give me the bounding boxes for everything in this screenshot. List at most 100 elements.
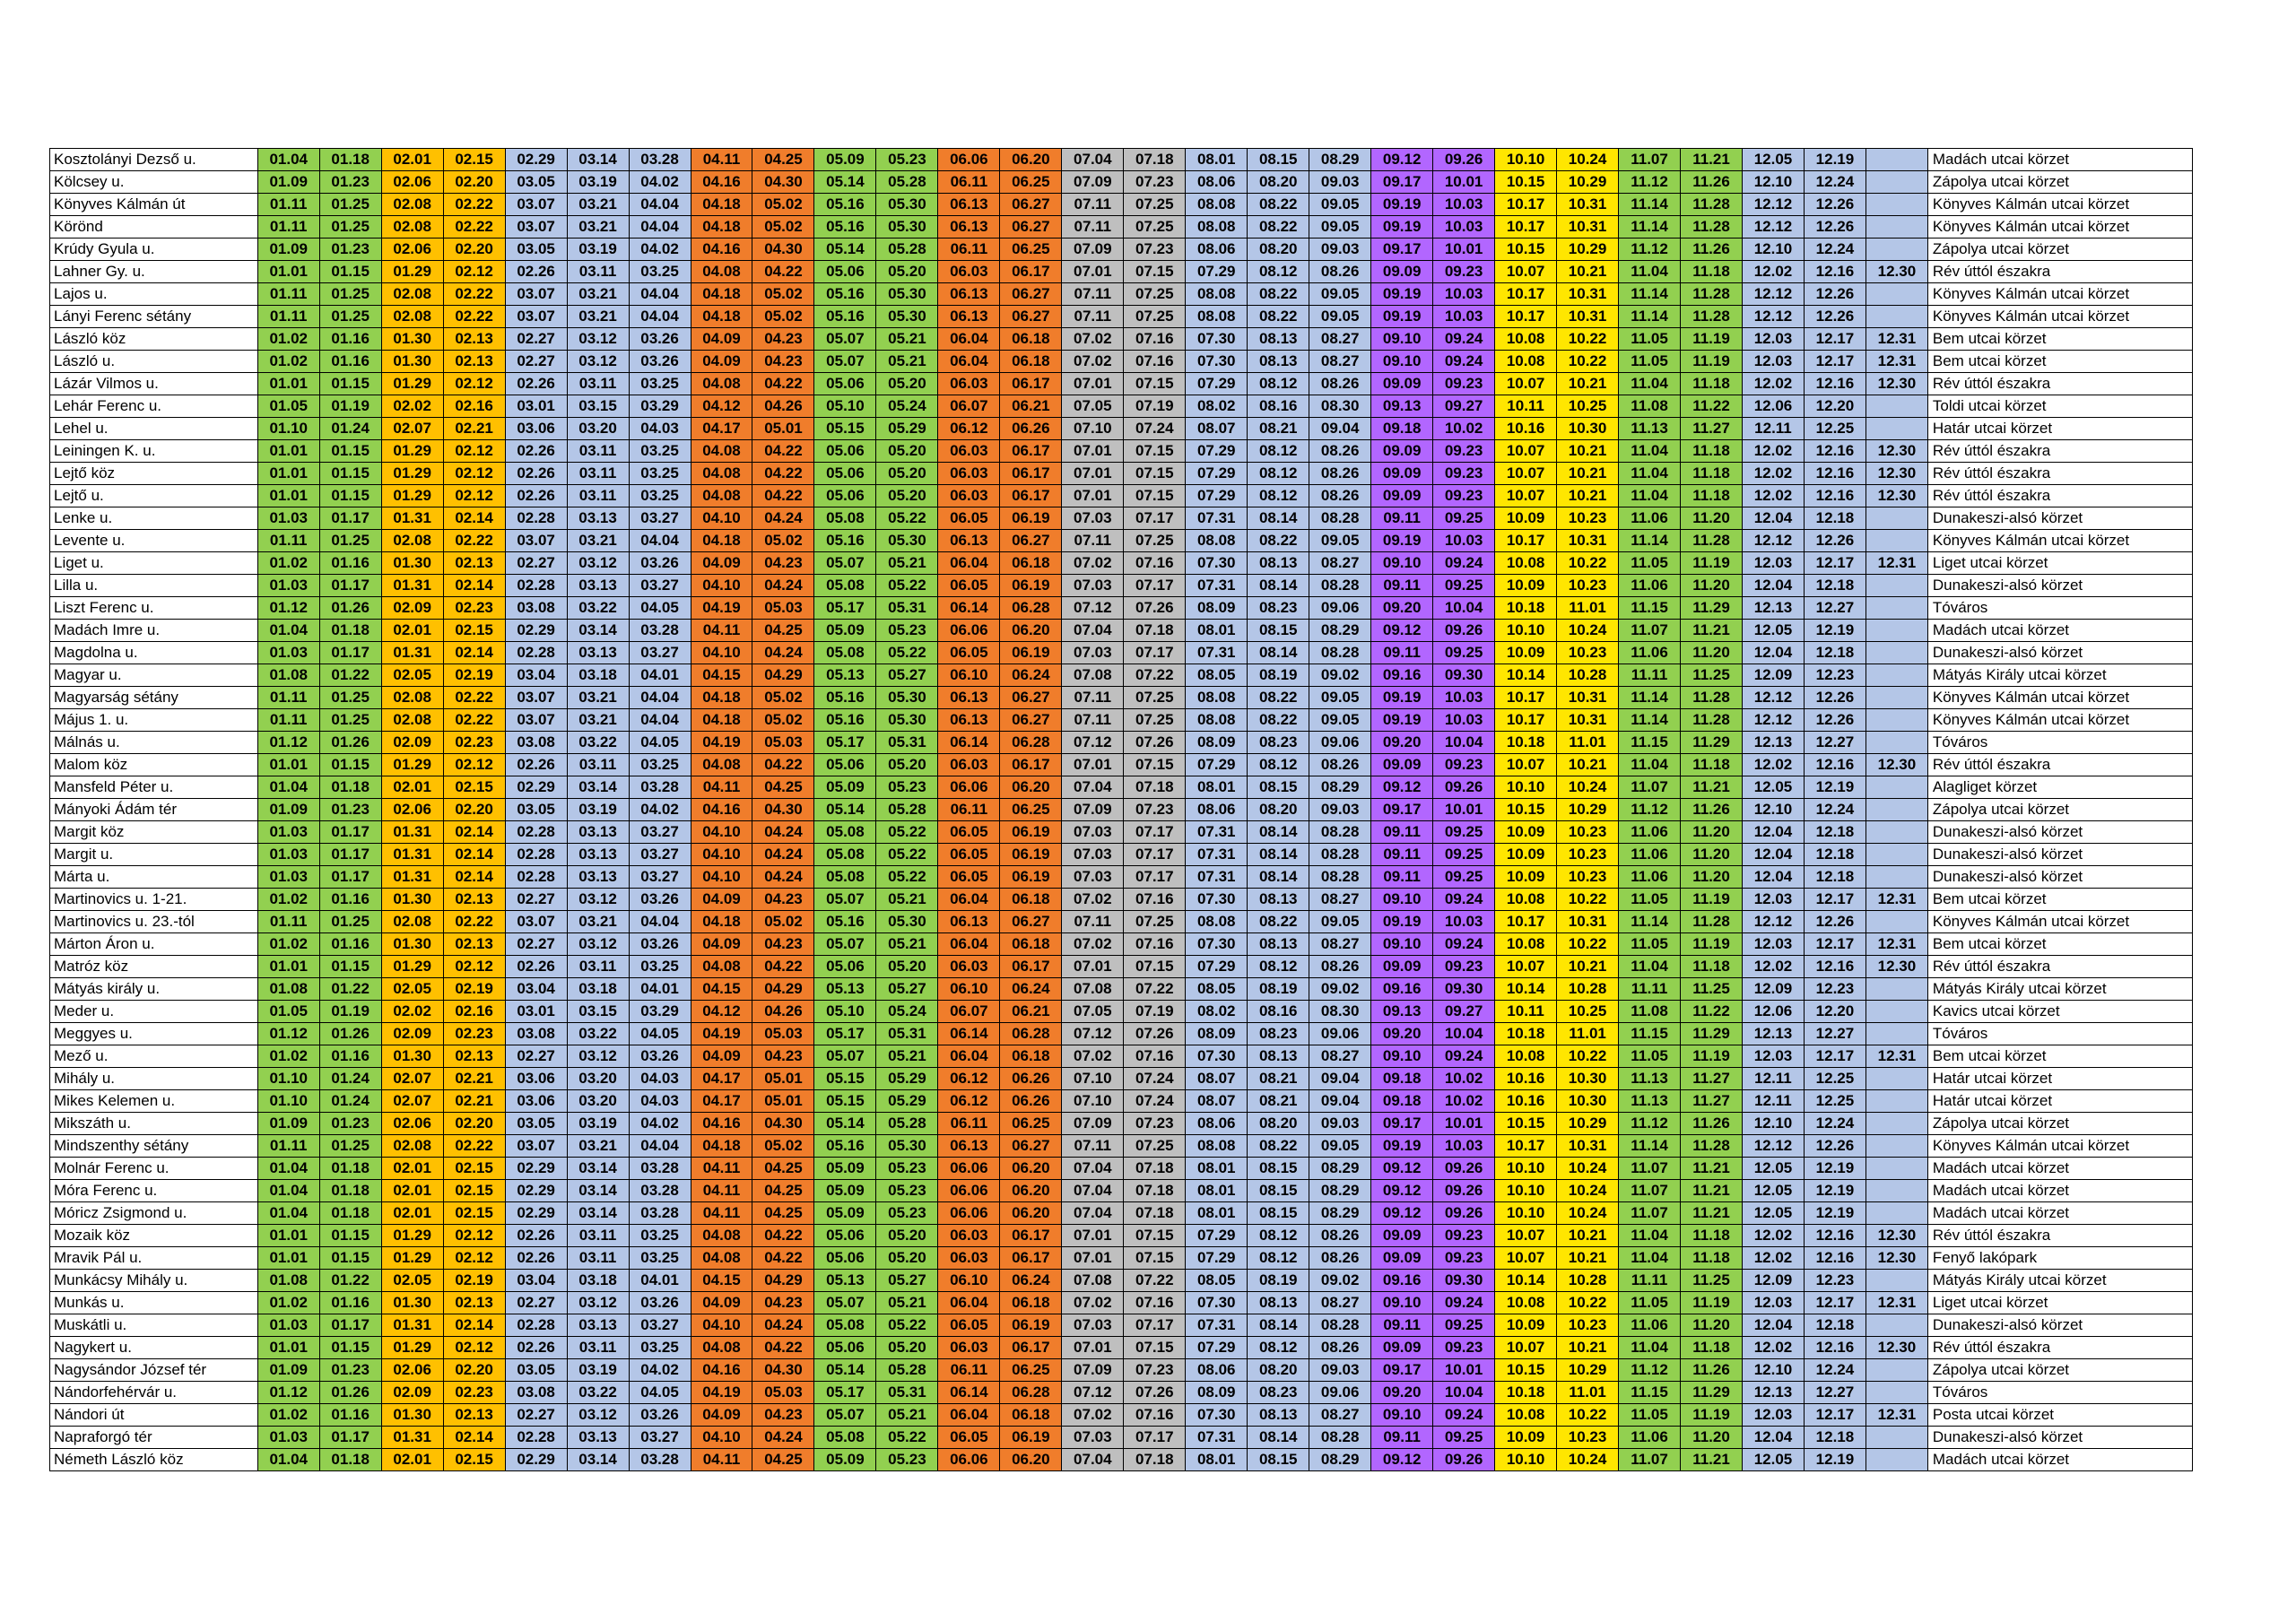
collection-date-cell: 10.03 (1432, 1134, 1496, 1158)
collection-date-cell: 07.11 (1061, 305, 1125, 328)
collection-date-cell: 10.23 (1556, 865, 1620, 889)
collection-date-cell: 04.18 (690, 529, 753, 552)
district-name-cell: Rév úttól északra (1926, 439, 2194, 463)
collection-date-cell: 11.18 (1680, 1246, 1743, 1270)
collection-date-cell: 03.05 (504, 170, 568, 194)
collection-date-cell: 08.23 (1247, 596, 1310, 620)
collection-date-cell: 09.24 (1432, 932, 1496, 956)
collection-date-cell: 11.18 (1680, 462, 1743, 485)
collection-date-cell (1865, 1201, 1928, 1225)
collection-date-cell: 03.26 (628, 1291, 691, 1314)
collection-date-cell: 03.07 (504, 305, 568, 328)
collection-date-cell: 09.24 (1432, 1045, 1496, 1068)
collection-date-cell: 10.16 (1494, 1067, 1558, 1090)
collection-date-cell: 05.21 (875, 888, 939, 911)
collection-date-cell: 06.18 (999, 1045, 1063, 1068)
collection-date-cell: 02.21 (442, 1067, 506, 1090)
collection-date-cell: 11.20 (1680, 574, 1743, 597)
collection-date-cell: 03.07 (504, 193, 568, 216)
collection-date-cell: 10.24 (1556, 776, 1620, 799)
district-name-cell: Könyves Kálmán utcai körzet (1926, 215, 2194, 239)
collection-date-cell: 09.23 (1432, 753, 1496, 776)
collection-date-cell: 04.09 (690, 1403, 753, 1427)
collection-date-cell: 10.16 (1494, 417, 1558, 440)
collection-date-cell: 01.15 (318, 1336, 382, 1359)
collection-date-cell: 08.29 (1309, 148, 1372, 171)
collection-date-cell: 08.28 (1309, 641, 1372, 664)
collection-date-cell: 10.08 (1494, 888, 1558, 911)
collection-date-cell: 06.27 (999, 305, 1063, 328)
collection-date-cell: 11.28 (1680, 910, 1743, 933)
district-name-cell: Mátyás Király utcai körzet (1926, 664, 2194, 687)
collection-date-cell: 11.14 (1618, 282, 1682, 306)
collection-date-cell: 10.17 (1494, 305, 1558, 328)
collection-date-cell: 11.14 (1618, 193, 1682, 216)
collection-date-cell: 09.26 (1432, 148, 1496, 171)
collection-date-cell: 09.23 (1432, 1224, 1496, 1247)
collection-date-cell: 12.12 (1741, 1134, 1805, 1158)
collection-date-cell (1865, 977, 1928, 1001)
collection-date-cell: 03.11 (566, 439, 630, 463)
collection-date-cell: 04.01 (628, 664, 691, 687)
collection-date-cell: 08.20 (1247, 238, 1310, 261)
collection-date-cell: 03.13 (566, 1314, 630, 1337)
collection-date-cell: 09.02 (1309, 664, 1372, 687)
collection-date-cell: 07.17 (1123, 574, 1187, 597)
collection-date-cell: 06.13 (937, 1134, 1001, 1158)
street-name-cell: Malom köz (49, 753, 258, 776)
collection-date-cell: 09.26 (1432, 619, 1496, 642)
collection-date-cell: 11.04 (1618, 372, 1682, 395)
collection-date-cell: 10.21 (1556, 1246, 1620, 1270)
collection-date-cell: 01.01 (257, 372, 320, 395)
collection-date-cell: 09.10 (1370, 327, 1434, 351)
collection-date-cell (1865, 529, 1928, 552)
collection-date-cell: 12.05 (1741, 776, 1805, 799)
street-name-cell: Krúdy Gyula u. (49, 238, 258, 261)
collection-date-cell: 10.23 (1556, 507, 1620, 530)
collection-date-cell: 10.08 (1494, 1291, 1558, 1314)
collection-date-cell: 11.04 (1618, 1336, 1682, 1359)
collection-date-cell: 01.25 (318, 529, 382, 552)
collection-date-cell: 07.05 (1061, 395, 1125, 418)
collection-date-cell: 09.02 (1309, 977, 1372, 1001)
collection-date-cell: 05.02 (752, 686, 815, 709)
collection-date-cell: 02.27 (504, 1291, 568, 1314)
collection-date-cell: 05.30 (875, 193, 939, 216)
collection-date-cell: 01.16 (318, 932, 382, 956)
collection-date-cell: 03.18 (566, 1269, 630, 1292)
collection-date-cell: 09.11 (1370, 507, 1434, 530)
collection-date-cell: 06.17 (999, 1224, 1063, 1247)
collection-date-cell: 01.02 (257, 327, 320, 351)
collection-date-cell: 01.01 (257, 1336, 320, 1359)
collection-date-cell: 02.12 (442, 260, 506, 283)
collection-date-cell: 12.09 (1741, 664, 1805, 687)
collection-date-cell: 11.12 (1618, 170, 1682, 194)
collection-date-cell: 11.07 (1618, 1157, 1682, 1180)
collection-date-cell: 10.21 (1556, 462, 1620, 485)
collection-date-cell: 08.01 (1185, 1201, 1248, 1225)
collection-date-cell: 12.04 (1741, 507, 1805, 530)
collection-date-cell: 07.18 (1123, 1448, 1187, 1471)
collection-date-cell: 09.25 (1432, 641, 1496, 664)
collection-date-cell: 10.14 (1494, 664, 1558, 687)
collection-date-cell: 12.24 (1803, 238, 1866, 261)
collection-date-cell: 10.17 (1494, 193, 1558, 216)
collection-date-cell: 08.20 (1247, 798, 1310, 821)
collection-date-cell: 04.04 (628, 215, 691, 239)
street-name-cell: Margit u. (49, 843, 258, 866)
collection-date-cell: 01.29 (380, 462, 444, 485)
collection-date-cell: 05.10 (813, 1000, 877, 1023)
collection-date-cell: 05.06 (813, 753, 877, 776)
collection-date-cell: 09.24 (1432, 327, 1496, 351)
collection-date-cell: 01.31 (380, 843, 444, 866)
collection-date-cell: 06.28 (999, 731, 1063, 754)
collection-date-cell: 06.03 (937, 1246, 1001, 1270)
collection-date-cell: 01.01 (257, 462, 320, 485)
district-name-cell: Rév úttól északra (1926, 462, 2194, 485)
collection-date-cell: 06.13 (937, 708, 1001, 732)
collection-date-cell: 01.10 (257, 417, 320, 440)
collection-date-cell (1865, 865, 1928, 889)
collection-date-cell: 05.07 (813, 350, 877, 373)
collection-date-cell: 09.23 (1432, 439, 1496, 463)
collection-date-cell: 04.03 (628, 1067, 691, 1090)
